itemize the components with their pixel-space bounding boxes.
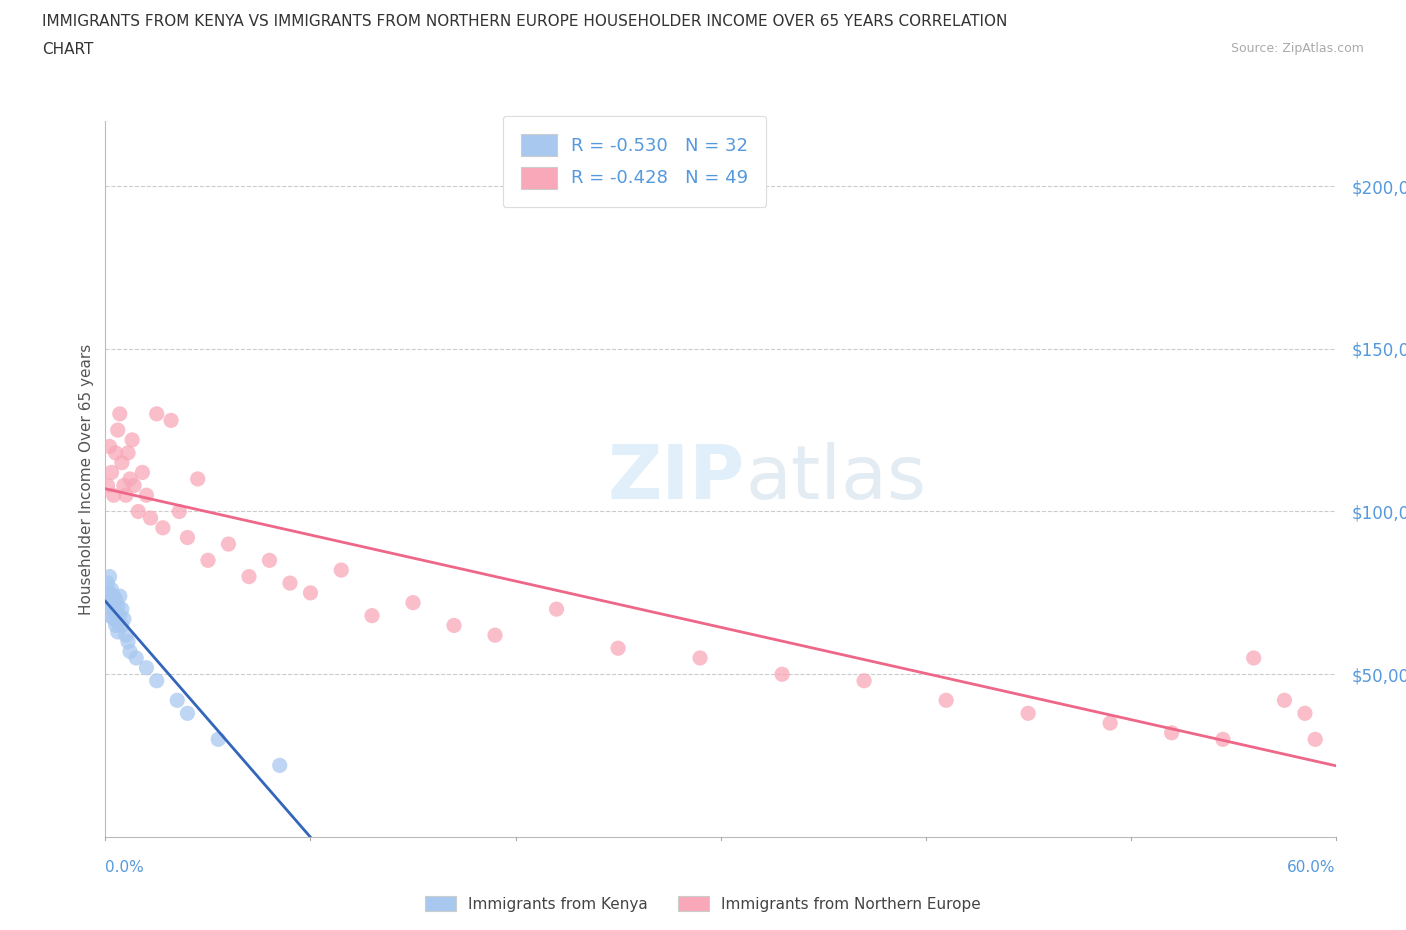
Text: CHART: CHART — [42, 42, 94, 57]
Point — [104, 592, 127, 607]
Point — [131, 465, 153, 480]
Point — [107, 615, 129, 630]
Point — [1294, 706, 1316, 721]
Point — [122, 478, 145, 493]
Point — [98, 608, 121, 623]
Point — [299, 586, 322, 601]
Point — [278, 576, 301, 591]
Point — [111, 618, 134, 633]
Legend: Immigrants from Kenya, Immigrants from Northern Europe: Immigrants from Kenya, Immigrants from N… — [419, 889, 987, 918]
Point — [107, 625, 129, 640]
Text: 60.0%: 60.0% — [1288, 860, 1336, 875]
Point — [1243, 651, 1265, 666]
Point — [935, 693, 957, 708]
Point — [100, 592, 122, 607]
Point — [100, 602, 122, 617]
Point — [770, 667, 793, 682]
Point — [103, 589, 125, 604]
Text: ZIP: ZIP — [607, 443, 745, 515]
Point — [145, 673, 167, 688]
Point — [125, 651, 148, 666]
Text: IMMIGRANTS FROM KENYA VS IMMIGRANTS FROM NORTHERN EUROPE HOUSEHOLDER INCOME OVER: IMMIGRANTS FROM KENYA VS IMMIGRANTS FROM… — [42, 14, 1008, 29]
Point — [176, 530, 198, 545]
Point — [103, 488, 125, 503]
Point — [104, 605, 127, 620]
Point — [100, 465, 122, 480]
Point — [96, 478, 118, 493]
Point — [98, 586, 121, 601]
Point — [139, 511, 162, 525]
Point — [108, 608, 131, 623]
Point — [207, 732, 229, 747]
Point — [96, 595, 118, 610]
Point — [402, 595, 425, 610]
Legend: R = -0.530   N = 32, R = -0.428   N = 49: R = -0.530 N = 32, R = -0.428 N = 49 — [502, 115, 766, 206]
Point — [1099, 716, 1122, 731]
Point — [98, 439, 121, 454]
Point — [127, 504, 149, 519]
Point — [108, 589, 131, 604]
Text: Source: ZipAtlas.com: Source: ZipAtlas.com — [1230, 42, 1364, 55]
Point — [104, 445, 127, 460]
Point — [98, 569, 121, 584]
Point — [120, 644, 141, 658]
Point — [107, 599, 129, 614]
Point — [117, 445, 139, 460]
Point — [259, 552, 281, 567]
Point — [111, 456, 134, 471]
Text: 0.0%: 0.0% — [105, 860, 145, 875]
Point — [121, 432, 143, 447]
Point — [443, 618, 465, 633]
Point — [112, 478, 135, 493]
Point — [218, 537, 240, 551]
Point — [166, 693, 188, 708]
Point — [120, 472, 141, 486]
Point — [111, 602, 134, 617]
Point — [160, 413, 183, 428]
Point — [152, 521, 174, 536]
Point — [115, 488, 138, 503]
Point — [484, 628, 506, 643]
Point — [135, 660, 157, 675]
Point — [238, 569, 260, 584]
Point — [1212, 732, 1234, 747]
Point — [100, 582, 122, 597]
Point — [107, 422, 129, 438]
Point — [689, 651, 711, 666]
Point — [96, 576, 118, 591]
Point — [103, 612, 125, 627]
Point — [117, 634, 139, 649]
Point — [1303, 732, 1326, 747]
Point — [546, 602, 568, 617]
Point — [1017, 706, 1039, 721]
Y-axis label: Householder Income Over 65 years: Householder Income Over 65 years — [79, 343, 94, 615]
Point — [361, 608, 384, 623]
Point — [112, 612, 135, 627]
Text: atlas: atlas — [745, 443, 927, 515]
Point — [104, 618, 127, 633]
Point — [103, 599, 125, 614]
Point — [145, 406, 167, 421]
Point — [115, 628, 138, 643]
Point — [135, 488, 157, 503]
Point — [187, 472, 209, 486]
Point — [169, 504, 191, 519]
Point — [197, 552, 219, 567]
Point — [1274, 693, 1296, 708]
Point — [176, 706, 198, 721]
Point — [853, 673, 876, 688]
Point — [607, 641, 630, 656]
Point — [330, 563, 353, 578]
Point — [108, 406, 131, 421]
Point — [1160, 725, 1182, 740]
Point — [269, 758, 291, 773]
